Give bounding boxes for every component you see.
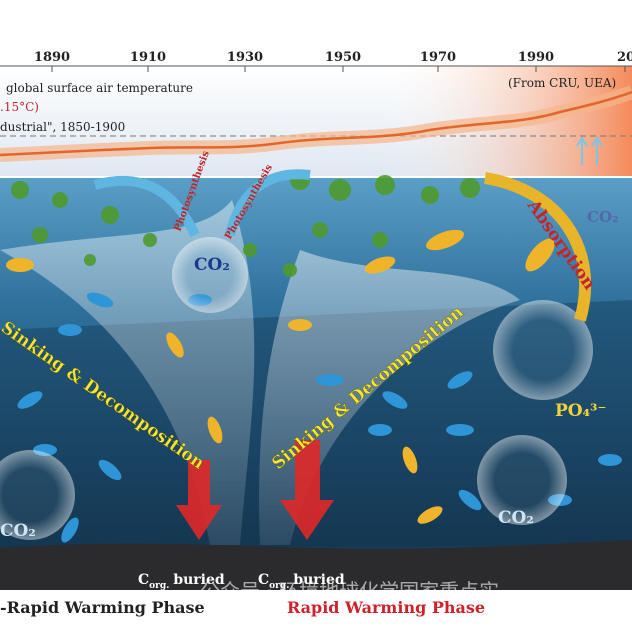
burial-rest: buried <box>293 572 345 588</box>
source-label: (From CRU, UEA) <box>508 76 616 90</box>
arrow <box>225 169 311 237</box>
anomaly-label: .15°C) <box>0 100 39 114</box>
burial-sub: org. <box>149 581 169 591</box>
watermark: 公众号 · 环境地球化学国家重点实 <box>200 579 499 603</box>
molecule-label: CO₂ <box>0 521 36 541</box>
molecule-label: CO₂ <box>498 508 534 528</box>
arrow <box>93 175 200 238</box>
year-ticks <box>51 66 626 72</box>
year-label: 1970 <box>420 50 456 65</box>
molecule-label: CO₂ <box>194 255 230 275</box>
co2-bubble <box>172 237 248 313</box>
burial-arrows <box>176 440 334 540</box>
year-label: 1990 <box>518 50 554 65</box>
burial-c: C <box>258 572 269 588</box>
year-label: 1930 <box>227 50 263 65</box>
phase-label: -Rapid Warming Phase <box>0 598 205 617</box>
burial-label: Corg. buried <box>138 572 225 591</box>
baseline-label: dustrial", 1850-1900 <box>0 120 125 134</box>
burial-label: Corg. buried <box>258 572 345 591</box>
molecule-label: PO₄³⁻ <box>555 401 606 421</box>
burial-sub: org. <box>269 581 289 591</box>
footer-band <box>0 590 632 632</box>
burial-rest: buried <box>173 572 225 588</box>
temperature-title: global surface air temperature <box>6 81 193 95</box>
burial-c: C <box>138 572 149 588</box>
co2-bubble <box>477 435 567 525</box>
year-label: 1890 <box>34 50 70 65</box>
year-label: 1950 <box>325 50 361 65</box>
organic-particles <box>6 229 555 524</box>
sea-floor <box>0 540 632 590</box>
year-label: 20 <box>617 50 632 65</box>
absorption-arrow <box>483 172 591 322</box>
phase-label: Rapid Warming Phase <box>287 598 485 617</box>
sinking-funnel-right <box>259 250 520 545</box>
year-label: 1910 <box>130 50 166 65</box>
phosphate-bubble <box>493 300 593 400</box>
temperature-curve <box>0 90 632 157</box>
outgassing-arrows <box>576 136 603 165</box>
molecule-label: CO₂ <box>587 208 619 226</box>
co2-bubble <box>0 450 75 540</box>
